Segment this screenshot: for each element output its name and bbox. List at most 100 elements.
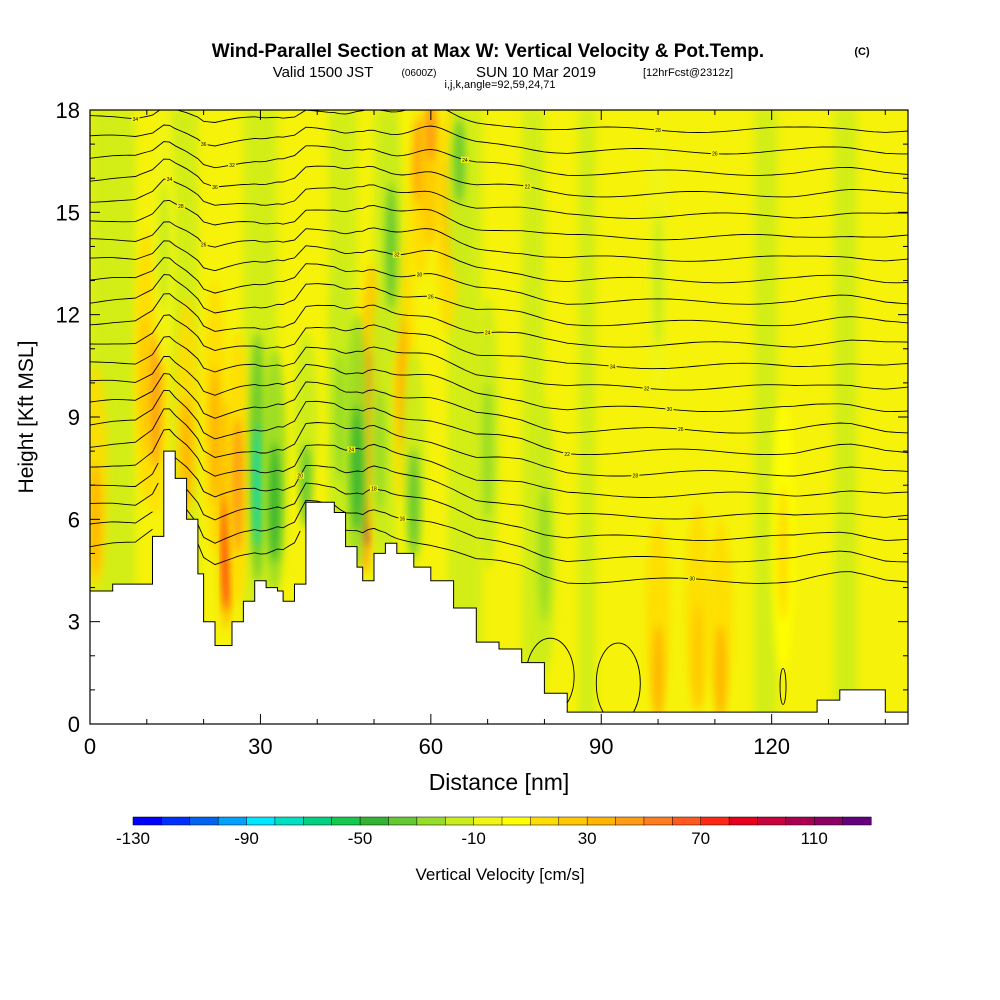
contour-label-bg <box>710 150 719 157</box>
contour-label: 26 <box>712 152 718 158</box>
contour-label-bg <box>199 241 208 248</box>
contour-label-bg <box>199 141 208 148</box>
downdraft-peak <box>374 388 386 514</box>
colorbar-tick-label: -50 <box>348 829 373 848</box>
contour-label-bg <box>563 450 572 457</box>
theta-isoline-closed <box>779 668 787 705</box>
theta-isoline <box>90 499 908 563</box>
colorbar-swatch <box>132 816 162 826</box>
colorbar-swatch <box>274 816 304 826</box>
y-tick-label: 0 <box>68 712 80 737</box>
contour-label: 32 <box>394 253 400 259</box>
colorbar-swatch <box>700 816 730 826</box>
theta-isoline <box>90 274 908 327</box>
contour-label: 36 <box>201 142 207 148</box>
contour-label: 30 <box>667 407 673 413</box>
downdraft-peak <box>269 441 281 563</box>
contour-label: 22 <box>564 452 570 458</box>
y-tick-label: 6 <box>68 507 80 532</box>
theta-isoline <box>90 482 908 541</box>
contour-label: 34 <box>610 364 616 370</box>
contour-label-bg <box>523 183 532 190</box>
theta-isoline <box>90 355 908 413</box>
colorbar-swatch <box>246 816 276 826</box>
colorbar-tick-label: 70 <box>691 829 710 848</box>
colorbar-swatch <box>530 816 560 826</box>
chart-title: Wind-Parallel Section at Max W: Vertical… <box>212 41 764 62</box>
downdraft-peak <box>351 405 363 532</box>
updraft-peak <box>425 110 437 162</box>
contour-label: 28 <box>655 128 661 134</box>
theta-isoline <box>90 293 908 348</box>
contour-label: 24 <box>485 331 491 337</box>
contour-label: 18 <box>371 486 377 492</box>
contour-label: 26 <box>678 427 684 433</box>
contour-labels: 34 36 32 36 34 28 26 32 30 26 24 34 32 30 26 22 28 24 20 18… <box>131 115 719 583</box>
contour-label: 32 <box>644 386 650 392</box>
x-axis-label: Distance [nm] <box>429 769 570 795</box>
updraft-peak <box>652 624 664 722</box>
velocity-band <box>578 110 596 724</box>
contour-label: 24 <box>462 158 468 164</box>
contour-label-bg <box>483 329 492 336</box>
valid-prefix: Valid 1500 JST <box>273 64 374 81</box>
contour-label: 30 <box>417 272 423 278</box>
contour-label-bg <box>642 385 651 392</box>
downdraft-peak <box>482 382 494 520</box>
downdraft-peak <box>539 485 550 622</box>
contour-label: 32 <box>229 163 235 169</box>
colorbar-swatch <box>331 816 361 826</box>
updraft-peak <box>209 365 221 503</box>
theta-isoline <box>90 110 908 133</box>
contour-label: 34 <box>167 177 173 183</box>
colorbar-label: Vertical Velocity [cm/s] <box>415 865 584 884</box>
theta-isoline <box>90 373 908 434</box>
theta-isoline <box>90 428 908 498</box>
colorbar-swatch <box>303 816 333 826</box>
contour-label-bg <box>176 203 185 210</box>
y-tick-label: 18 <box>56 98 80 123</box>
colorbar-tick-label: 30 <box>578 829 597 848</box>
colorbar: -130 -90 -50 -10 30 70 110 <box>116 816 872 848</box>
contour-label-bg <box>665 406 674 413</box>
contour-label: 34 <box>133 117 139 123</box>
colorbar-swatch <box>359 816 390 826</box>
velocity-band <box>834 110 857 724</box>
theta-isoline <box>90 141 908 176</box>
colorbar-swatch <box>501 816 531 826</box>
colorbar-tick-label: 110 <box>801 829 828 848</box>
theta-isoline <box>90 389 908 456</box>
colorbar-swatch <box>785 816 815 826</box>
colorbar-swatch <box>615 816 645 826</box>
downdraft-core <box>293 331 318 503</box>
x-tick-label: 60 <box>419 734 443 759</box>
contour-label: 24 <box>349 447 355 453</box>
y-tick-label: 15 <box>56 200 80 225</box>
colorbar-swatch <box>757 816 787 826</box>
downdraft-peak <box>652 212 664 349</box>
contour-label: 36 <box>212 185 218 191</box>
terrain-mask <box>90 450 908 724</box>
y-axis-label: Height [Kft MSL] <box>15 341 38 494</box>
updraft-peak <box>692 603 704 709</box>
colorbar-tick-label: -130 <box>116 829 150 848</box>
colorbar-swatch <box>728 816 759 826</box>
contour-label: 26 <box>201 243 207 249</box>
x-tick-label: 0 <box>84 734 96 759</box>
downdraft-peak <box>158 182 170 311</box>
y-tick-label: 12 <box>56 303 80 328</box>
downdraft-peak <box>385 182 397 311</box>
colorbar-tick-label: -10 <box>461 829 486 848</box>
contour-label-bg <box>165 175 174 182</box>
theta-isoline <box>90 526 908 584</box>
downdraft-peak <box>334 350 346 484</box>
colorbar-swatch <box>643 816 673 826</box>
colorbar-swatch <box>444 816 475 826</box>
updraft-peak <box>149 332 161 468</box>
colorbar-swatch <box>842 816 872 826</box>
colorbar-swatch <box>416 816 446 826</box>
colorbar-swatch <box>189 816 219 826</box>
downdraft-peak <box>408 447 420 557</box>
